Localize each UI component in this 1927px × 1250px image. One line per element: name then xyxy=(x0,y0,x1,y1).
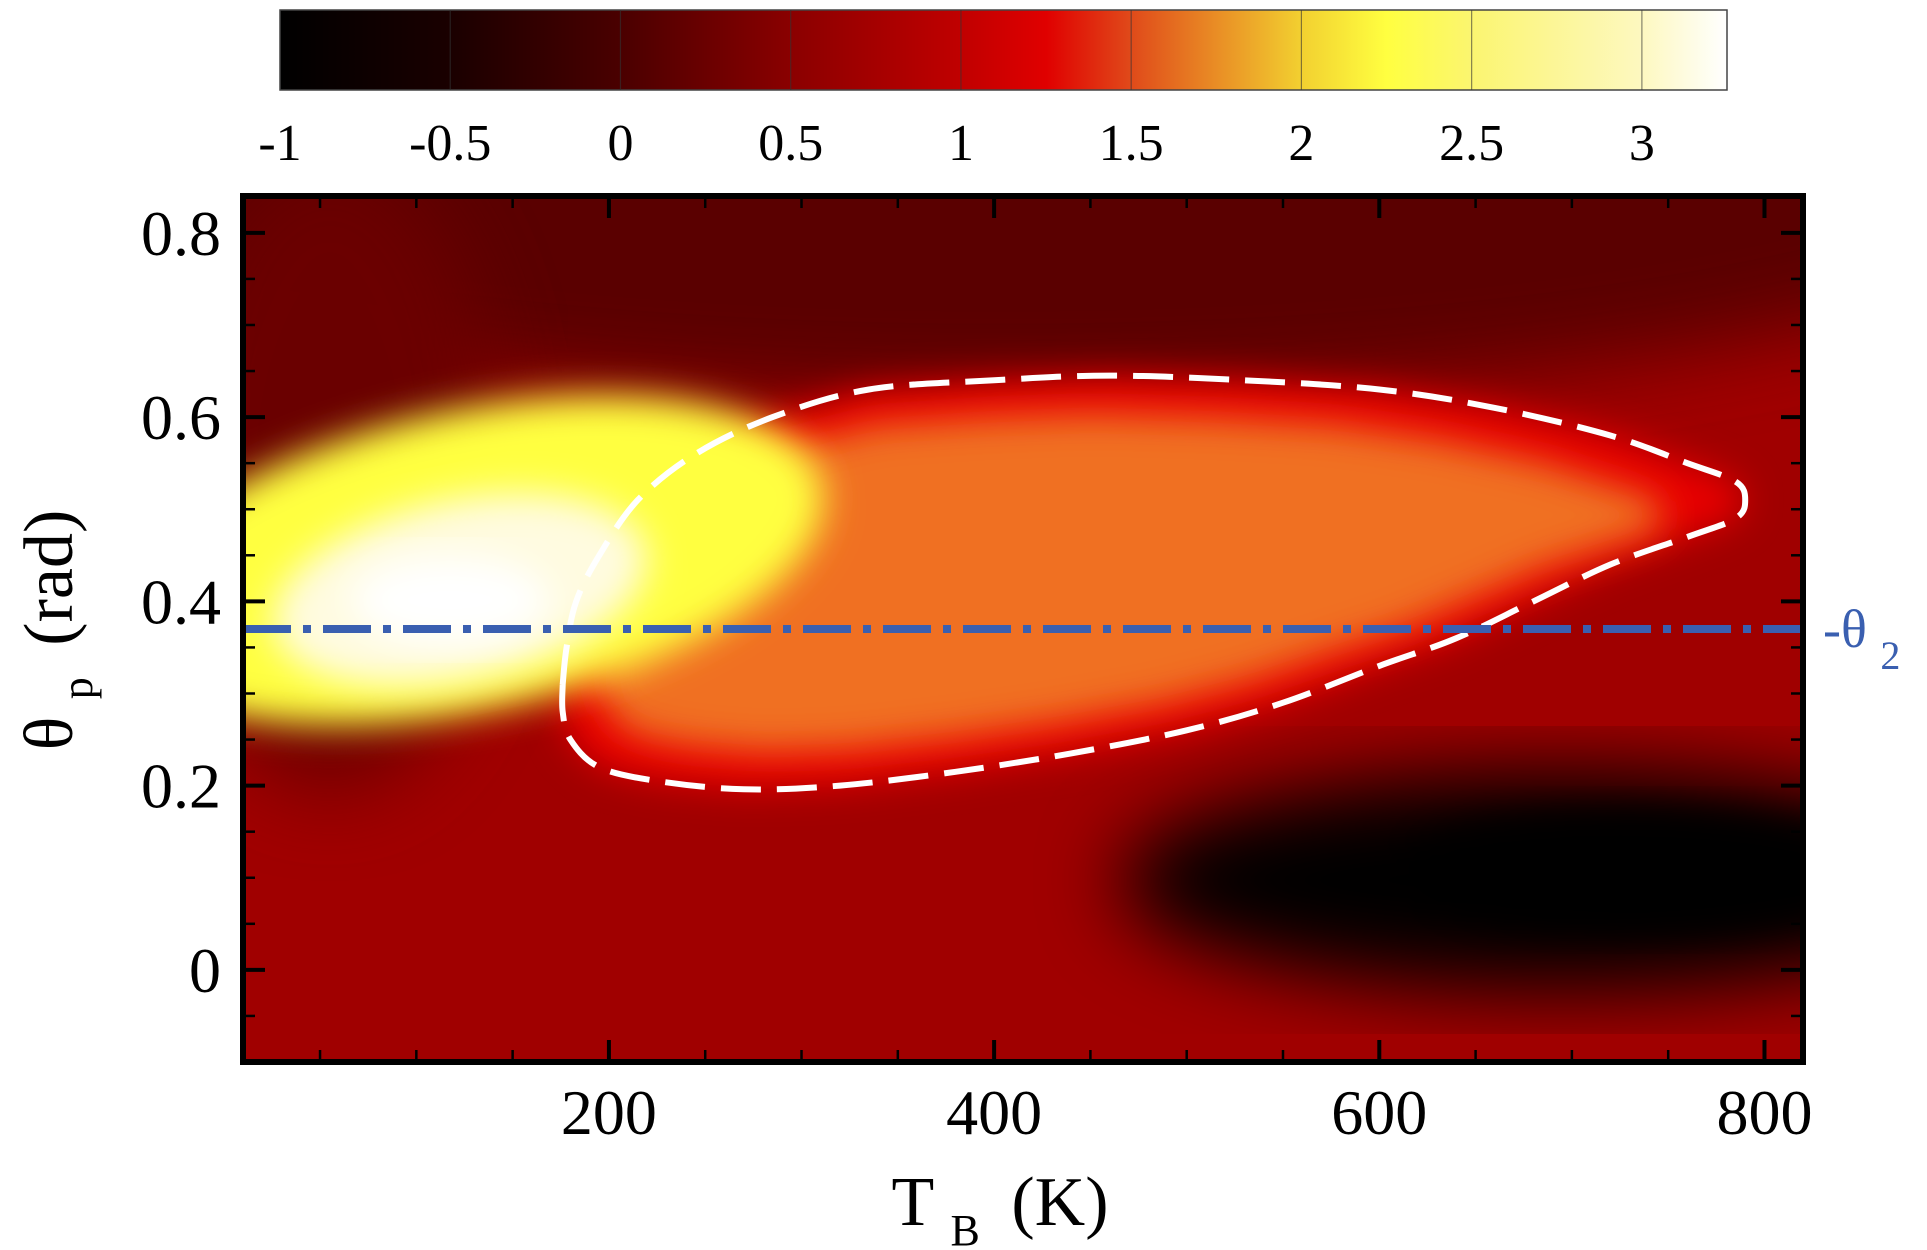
x-axis-label-main: T xyxy=(891,1164,933,1241)
heatmap-field xyxy=(243,196,1803,1062)
colorbar-tick-label: -0.5 xyxy=(409,115,491,172)
colorbar-divisions xyxy=(449,10,1643,90)
x-tick-labels: 200 400 600 800 xyxy=(561,1077,1813,1148)
reference-label-main: -θ xyxy=(1823,599,1867,659)
colorbar-tick-label: -1 xyxy=(258,115,301,172)
y-tick-label: 0.4 xyxy=(141,566,221,637)
x-tick-label: 200 xyxy=(561,1077,657,1148)
field-dark-minimum-core xyxy=(1400,810,1803,930)
y-tick-label: 0.8 xyxy=(141,198,221,269)
colorbar-tick-labels: -1 -0.5 0 0.5 1 1.5 2 2.5 3 xyxy=(258,115,1655,172)
y-axis-label-sub: p xyxy=(53,677,102,699)
reference-line-label: -θ 2 xyxy=(1823,599,1900,678)
x-tick-label: 800 xyxy=(1716,1077,1812,1148)
colorbar-tick-label: 2 xyxy=(1288,115,1314,172)
y-axis-label-main: θ xyxy=(11,717,88,751)
field-upper-dark-band xyxy=(243,196,1803,400)
colorbar-tick-label: 1 xyxy=(948,115,974,172)
y-tick-label: 0.6 xyxy=(141,382,221,453)
x-axis-label: T B (K) xyxy=(891,1164,1108,1250)
colorbar-tick-label: 0 xyxy=(607,115,633,172)
colorbar-tick-label: 3 xyxy=(1629,115,1655,172)
contour-line-dashed xyxy=(559,372,1749,793)
field-peak-core xyxy=(350,555,550,645)
y-tick-label: 0.2 xyxy=(141,751,221,822)
plot-frame xyxy=(240,193,1806,1065)
field-lobe-orange xyxy=(599,413,1665,753)
colorbar: -1 -0.5 0 0.5 1 1.5 2 2.5 3 xyxy=(258,9,1728,172)
reference-label-sub: 2 xyxy=(1880,633,1900,678)
y-axis-label: θ p (rad) xyxy=(11,510,108,751)
y-tick-labels: 0 0.2 0.4 0.6 0.8 xyxy=(141,198,221,1006)
colorbar-gradient-rect xyxy=(279,9,1728,91)
colorbar-tick-label: 0.5 xyxy=(758,115,823,172)
colorbar-tick-label: 2.5 xyxy=(1439,115,1504,172)
x-tick-label: 400 xyxy=(946,1077,1042,1148)
colorbar-tick-label: 1.5 xyxy=(1099,115,1164,172)
y-tick-label: 0 xyxy=(189,935,221,1006)
y-axis-label-unit: (rad) xyxy=(11,510,88,646)
x-axis-label-sub: B xyxy=(950,1206,979,1250)
x-tick-label: 600 xyxy=(1331,1077,1427,1148)
x-axis-label-unit: (K) xyxy=(1011,1164,1108,1241)
